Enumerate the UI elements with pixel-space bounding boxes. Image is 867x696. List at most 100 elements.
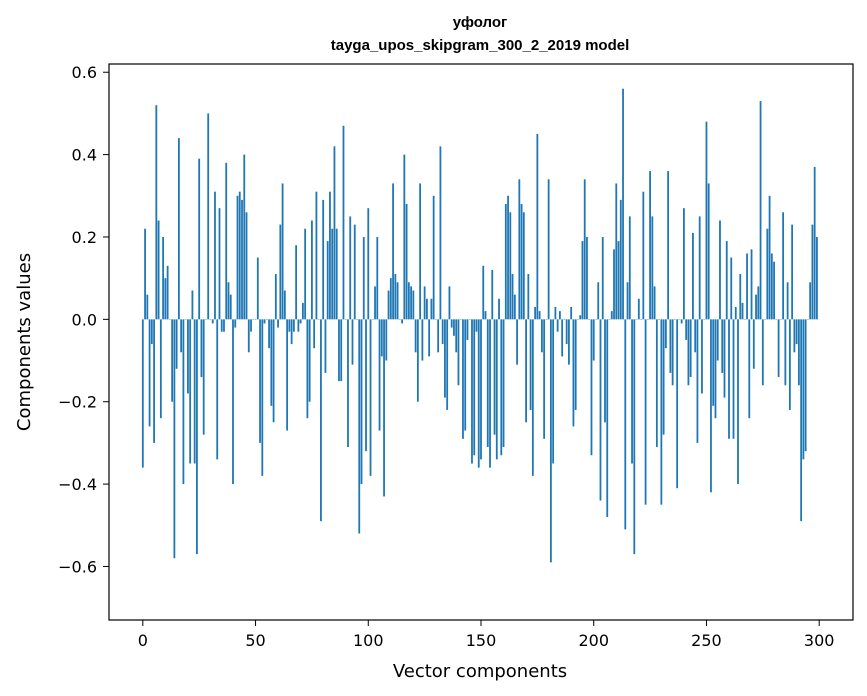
bar bbox=[559, 311, 561, 320]
bar bbox=[698, 216, 701, 320]
bar bbox=[286, 319, 289, 431]
bar bbox=[383, 319, 385, 497]
bar bbox=[642, 191, 645, 320]
bars-group bbox=[141, 88, 818, 563]
bar bbox=[739, 274, 742, 320]
bar bbox=[662, 319, 665, 435]
bar bbox=[416, 319, 419, 402]
bar bbox=[428, 319, 431, 357]
bar bbox=[146, 294, 149, 320]
bar bbox=[547, 179, 550, 320]
bar bbox=[301, 302, 304, 320]
bar bbox=[277, 319, 279, 328]
bar bbox=[331, 228, 334, 320]
bar bbox=[784, 319, 787, 386]
bar bbox=[802, 319, 805, 460]
bar bbox=[604, 319, 606, 423]
bar bbox=[410, 286, 413, 320]
plot-frame bbox=[108, 63, 854, 621]
bar bbox=[141, 319, 144, 468]
bar bbox=[157, 220, 160, 320]
bar bbox=[425, 298, 428, 320]
bar bbox=[768, 195, 771, 320]
bar bbox=[707, 183, 710, 320]
bar bbox=[788, 319, 791, 410]
bar bbox=[568, 319, 570, 365]
bar bbox=[644, 319, 647, 505]
bar bbox=[495, 319, 498, 460]
x-tick-label: 200 bbox=[578, 631, 609, 650]
y-tick-label: 0.4 bbox=[72, 146, 97, 165]
bar bbox=[159, 319, 162, 419]
bar bbox=[299, 319, 302, 324]
bar bbox=[651, 216, 654, 320]
y-tick-label: −0.2 bbox=[58, 393, 97, 412]
bar bbox=[164, 278, 167, 320]
bar bbox=[274, 274, 277, 320]
bar bbox=[714, 319, 717, 419]
bar bbox=[513, 294, 516, 320]
bar bbox=[281, 183, 284, 320]
bar bbox=[552, 319, 555, 464]
bar bbox=[574, 319, 577, 410]
bar bbox=[617, 241, 620, 320]
bar bbox=[225, 162, 228, 320]
bar bbox=[800, 319, 803, 522]
bar bbox=[500, 319, 503, 456]
bar bbox=[238, 191, 241, 320]
bar bbox=[622, 88, 624, 320]
bar bbox=[696, 319, 699, 443]
bar bbox=[326, 241, 329, 320]
bar bbox=[809, 282, 812, 320]
bar bbox=[198, 158, 201, 320]
bar bbox=[448, 286, 451, 320]
bar bbox=[342, 125, 345, 320]
bar bbox=[335, 228, 338, 320]
bar bbox=[489, 319, 491, 468]
bar bbox=[261, 319, 264, 476]
bar bbox=[565, 319, 568, 345]
bar bbox=[214, 191, 216, 320]
bar bbox=[692, 232, 694, 320]
bar bbox=[466, 319, 469, 340]
bar bbox=[401, 319, 403, 324]
bar bbox=[403, 154, 406, 320]
bar bbox=[455, 319, 458, 353]
bar bbox=[229, 294, 232, 320]
bar bbox=[716, 319, 719, 361]
bar bbox=[516, 319, 518, 365]
bar bbox=[412, 290, 415, 320]
bar bbox=[592, 319, 595, 361]
bar bbox=[484, 311, 487, 320]
bar bbox=[590, 319, 593, 456]
bar bbox=[150, 319, 153, 345]
bar bbox=[423, 286, 426, 320]
bar bbox=[437, 319, 440, 353]
bar bbox=[243, 154, 246, 320]
bar bbox=[734, 306, 737, 320]
bar bbox=[407, 282, 410, 320]
bar bbox=[536, 134, 539, 320]
bar bbox=[676, 319, 679, 489]
bar bbox=[263, 319, 266, 324]
bar bbox=[660, 319, 663, 505]
bar bbox=[701, 319, 703, 394]
bar bbox=[527, 274, 530, 320]
bar bbox=[689, 319, 692, 378]
bar bbox=[358, 319, 361, 534]
bar bbox=[279, 224, 282, 320]
bar bbox=[272, 319, 275, 423]
bar bbox=[313, 319, 316, 349]
bar bbox=[811, 224, 814, 320]
bar bbox=[432, 195, 435, 320]
bar bbox=[671, 319, 674, 386]
bar bbox=[624, 319, 627, 530]
bar bbox=[606, 319, 609, 518]
bar bbox=[288, 319, 291, 332]
bar bbox=[737, 319, 739, 485]
bar bbox=[189, 319, 192, 464]
bar bbox=[730, 257, 733, 320]
bar bbox=[324, 319, 327, 373]
x-tick-label: 100 bbox=[353, 631, 384, 650]
